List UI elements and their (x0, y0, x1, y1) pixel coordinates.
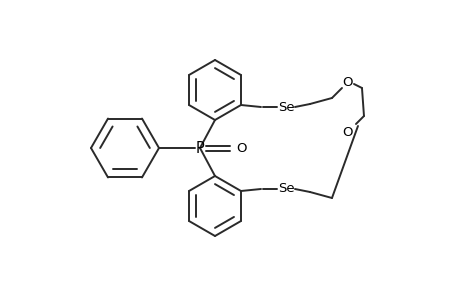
Text: P: P (195, 140, 204, 155)
Text: Se: Se (277, 182, 294, 196)
Text: O: O (342, 125, 353, 139)
Text: O: O (342, 76, 353, 88)
Text: Se: Se (277, 100, 294, 113)
Text: O: O (236, 142, 247, 154)
